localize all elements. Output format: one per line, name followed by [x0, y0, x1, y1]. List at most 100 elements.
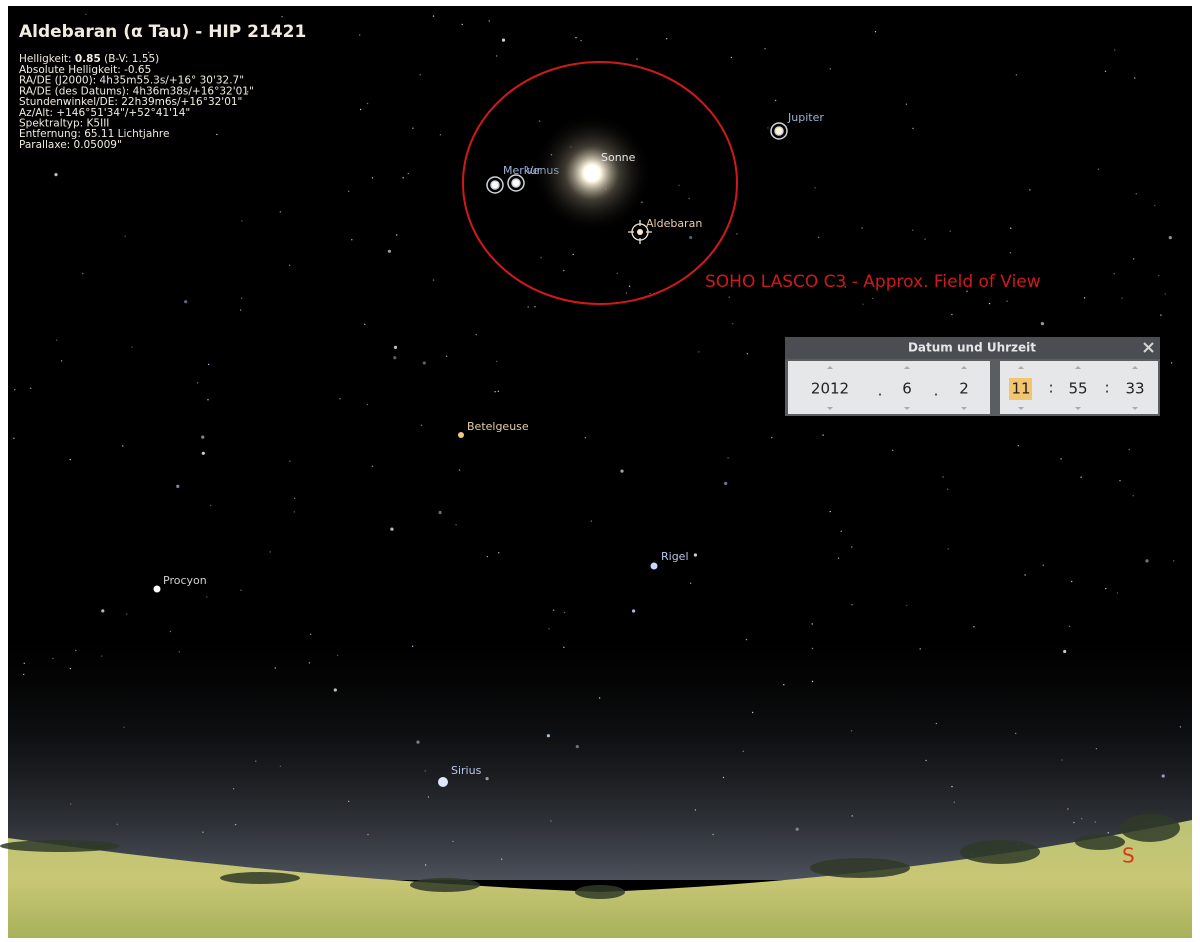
star	[861, 227, 862, 228]
star	[712, 834, 713, 835]
hour[interactable]: 11	[1011, 380, 1030, 398]
star	[1108, 832, 1109, 833]
star	[580, 40, 581, 41]
star	[1162, 774, 1165, 777]
star	[176, 485, 179, 488]
star	[486, 777, 489, 780]
star	[727, 457, 728, 458]
sun[interactable]	[584, 165, 600, 181]
aldebaran[interactable]	[637, 229, 643, 235]
star	[496, 361, 497, 362]
star	[841, 531, 842, 532]
jupiter[interactable]	[775, 127, 783, 135]
star	[310, 634, 311, 635]
sun-label: Sonne	[601, 151, 636, 164]
year[interactable]: 2012	[811, 380, 849, 398]
star	[117, 824, 118, 825]
star	[852, 815, 853, 816]
star	[1096, 748, 1097, 749]
minute[interactable]: 55	[1068, 380, 1087, 398]
star	[666, 38, 667, 39]
star	[348, 801, 349, 802]
star	[1160, 314, 1161, 315]
venus[interactable]	[512, 179, 520, 187]
star	[752, 712, 753, 713]
star	[184, 300, 187, 303]
star	[54, 173, 57, 176]
star	[947, 489, 948, 490]
cardinal-point: S	[1122, 844, 1135, 868]
star	[179, 651, 180, 652]
month[interactable]: 6	[902, 380, 912, 398]
star	[723, 777, 724, 778]
annotation: SOHO LASCO C3 - Approx. Field of View	[705, 272, 1041, 292]
star	[367, 834, 368, 835]
merkur[interactable]	[491, 181, 499, 189]
star	[210, 505, 211, 506]
star	[948, 548, 949, 549]
star	[924, 239, 925, 240]
star	[851, 730, 852, 731]
star	[925, 760, 926, 761]
star	[731, 57, 732, 58]
separator: :	[1048, 379, 1053, 397]
day[interactable]: 2	[959, 380, 969, 398]
star	[1114, 273, 1115, 274]
body: Merkur Venus Sonne Aldebaran Jupiter Bet…	[0, 0, 1200, 942]
star-label: Rigel	[661, 550, 689, 563]
star	[280, 766, 281, 767]
rigel[interactable]	[651, 563, 658, 570]
star	[1169, 236, 1172, 239]
star	[281, 16, 282, 17]
star	[678, 185, 679, 186]
star	[372, 177, 373, 178]
star	[70, 668, 71, 669]
star	[235, 824, 236, 825]
star	[101, 609, 104, 612]
procyon[interactable]	[154, 586, 161, 593]
star	[476, 334, 477, 335]
star	[101, 655, 102, 656]
star	[576, 745, 579, 748]
star	[548, 628, 549, 629]
star	[440, 134, 441, 135]
star	[830, 511, 831, 512]
star	[455, 524, 456, 525]
star	[372, 466, 373, 467]
star	[255, 761, 256, 762]
star	[367, 404, 368, 405]
star	[241, 298, 242, 299]
star	[446, 356, 447, 357]
star	[412, 646, 413, 647]
star	[131, 346, 132, 347]
star	[746, 639, 747, 640]
star	[629, 286, 630, 287]
star	[233, 788, 234, 789]
star	[1029, 189, 1030, 190]
star	[1043, 565, 1044, 566]
star	[550, 820, 551, 821]
star	[170, 631, 171, 632]
star	[206, 596, 207, 597]
star	[822, 434, 823, 435]
star	[216, 134, 217, 135]
star	[851, 546, 852, 547]
star	[951, 786, 952, 787]
star	[201, 436, 204, 439]
star	[70, 459, 71, 460]
star-label: Betelgeuse	[467, 420, 529, 433]
star-label: Procyon	[163, 574, 207, 587]
sirius[interactable]	[438, 777, 448, 787]
star	[75, 650, 76, 651]
second[interactable]: 33	[1125, 380, 1144, 398]
betelgeuse[interactable]	[458, 432, 464, 438]
star	[942, 476, 943, 477]
star	[13, 438, 14, 439]
star	[1114, 49, 1115, 50]
star	[433, 15, 434, 16]
star	[425, 770, 426, 771]
star	[954, 802, 955, 803]
star	[501, 859, 502, 860]
star	[402, 177, 403, 178]
star	[487, 556, 488, 557]
